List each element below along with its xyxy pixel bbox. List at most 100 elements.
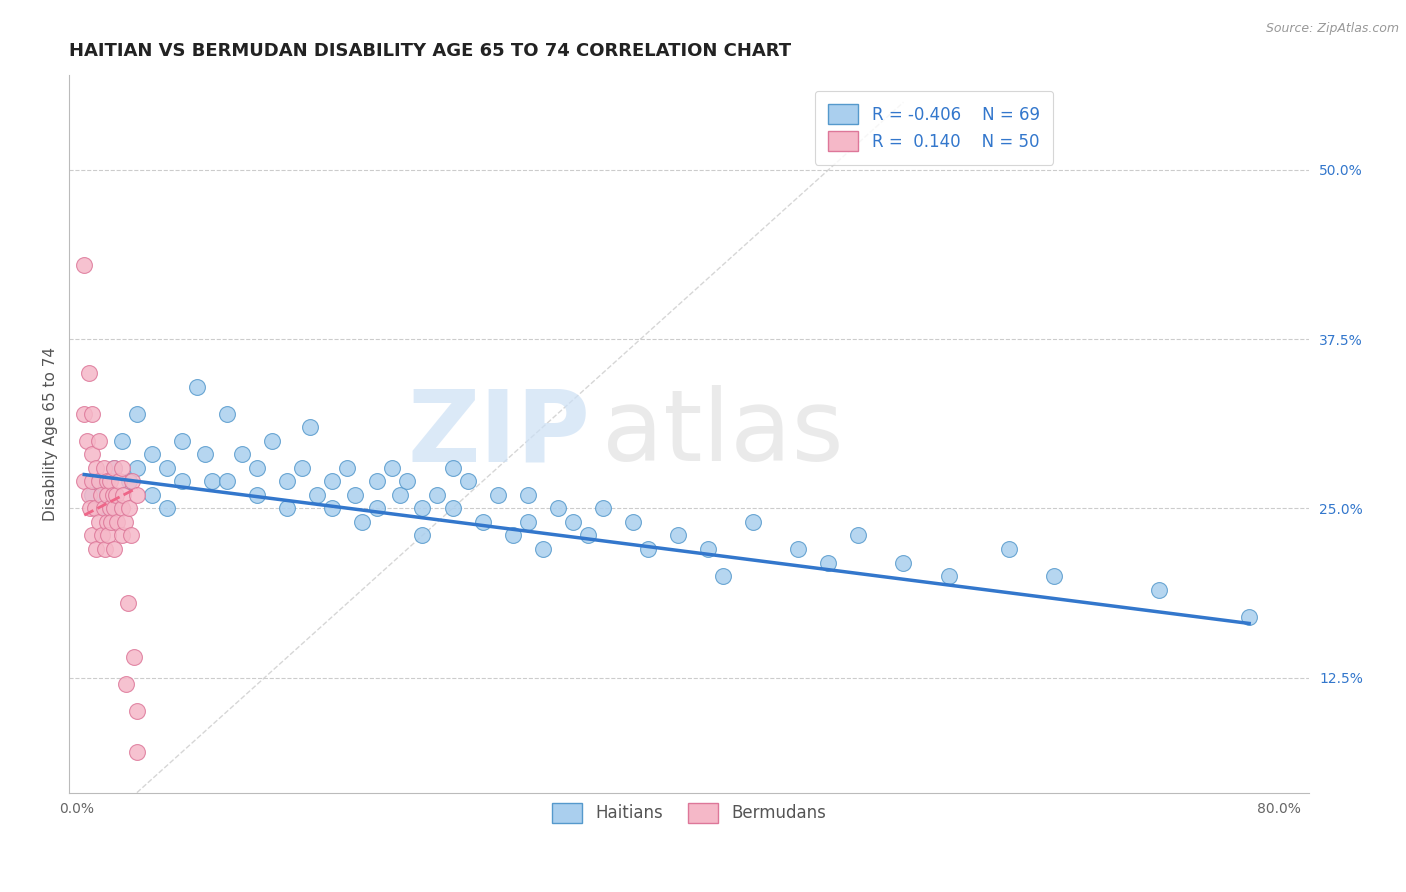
Point [118,501,141,516]
Point [89,434,111,448]
Point [79,501,101,516]
Point [80,447,103,461]
Point [561,515,583,529]
Point [111,528,134,542]
Text: HAITIAN VS BERMUDAN DISABILITY AGE 65 TO 74 CORRELATION CHART: HAITIAN VS BERMUDAN DISABILITY AGE 65 TO… [69,42,792,60]
Point [97,528,120,542]
Point [170,475,193,489]
Point [114,515,136,529]
Point [246,460,269,475]
Point [90,488,112,502]
Point [486,488,509,502]
Point [441,460,464,475]
Point [441,501,464,516]
Point [186,379,208,393]
Point [547,501,569,516]
Point [141,447,163,461]
Point [411,501,433,516]
Point [502,528,524,542]
Point [93,460,115,475]
Point [112,488,135,502]
Point [817,556,839,570]
Point [276,475,298,489]
Point [396,475,419,489]
Point [96,475,118,489]
Point [80,528,103,542]
Point [621,515,644,529]
Point [276,501,298,516]
Point [73,475,96,489]
Text: Source: ZipAtlas.com: Source: ZipAtlas.com [1265,22,1399,36]
Point [893,556,915,570]
Point [637,541,659,556]
Point [84,541,107,556]
Point [101,488,124,502]
Point [516,488,538,502]
Point [96,501,118,516]
Point [77,488,100,502]
Point [111,501,134,516]
Point [215,475,238,489]
Text: ZIP: ZIP [408,385,591,483]
Point [787,541,810,556]
Point [215,407,238,421]
Point [103,501,125,516]
Point [89,475,111,489]
Point [576,528,599,542]
Point [742,515,765,529]
Point [96,488,118,502]
Point [336,460,359,475]
Point [111,434,134,448]
Point [141,488,163,502]
Point [343,488,366,502]
Point [531,541,554,556]
Point [231,447,253,461]
Point [98,475,121,489]
Point [76,434,98,448]
Point [96,515,118,529]
Point [291,460,314,475]
Point [105,515,128,529]
Point [321,475,343,489]
Point [117,596,139,610]
Point [80,488,103,502]
Point [471,515,494,529]
Point [125,407,148,421]
Y-axis label: Disability Age 65 to 74: Disability Age 65 to 74 [44,347,58,521]
Point [100,515,122,529]
Legend: Haitians, Bermudans: Haitians, Bermudans [540,791,838,835]
Point [115,677,138,691]
Point [104,488,127,502]
Point [98,501,121,516]
Point [321,501,343,516]
Point [118,475,141,489]
Point [83,501,105,516]
Point [156,501,179,516]
Point [94,541,117,556]
Point [366,475,388,489]
Point [125,488,148,502]
Point [103,460,125,475]
Point [170,434,193,448]
Point [298,420,321,434]
Point [80,407,103,421]
Point [697,541,720,556]
Point [103,541,125,556]
Point [666,528,689,542]
Point [84,460,107,475]
Text: atlas: atlas [602,385,844,483]
Point [426,488,449,502]
Point [411,528,433,542]
Point [93,501,115,516]
Point [89,475,111,489]
Point [388,488,411,502]
Point [89,515,111,529]
Point [846,528,869,542]
Point [103,460,125,475]
Point [711,569,734,583]
Point [307,488,329,502]
Point [246,488,269,502]
Point [125,460,148,475]
Point [352,515,374,529]
Point [125,705,148,719]
